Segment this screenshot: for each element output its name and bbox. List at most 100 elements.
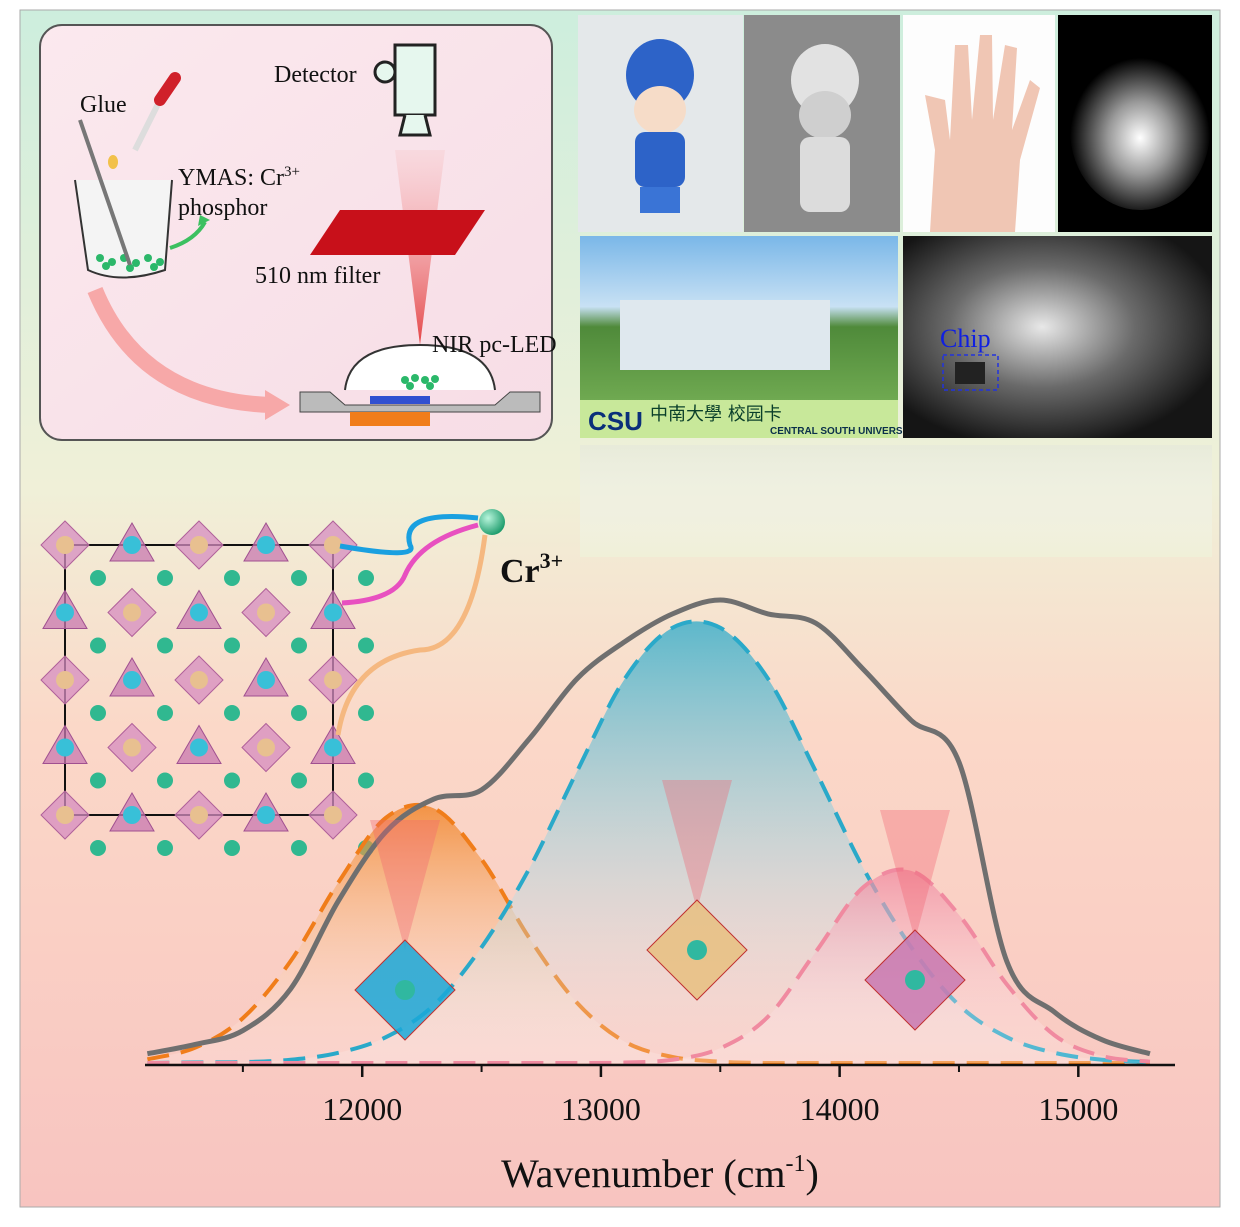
filter — [310, 210, 485, 255]
phosphor-dots — [96, 254, 164, 272]
arrow-site-1 — [339, 514, 479, 556]
atom — [257, 603, 275, 622]
atom — [123, 806, 141, 824]
detector — [393, 43, 437, 117]
led-phosphor — [401, 374, 439, 390]
atom-small — [291, 637, 307, 654]
atom-small — [291, 570, 307, 586]
ion-label: Cr3+ — [500, 548, 563, 590]
arrow-site-2 — [341, 522, 479, 606]
stir-rod — [78, 119, 132, 266]
schematic-labels: Glue Detector YMAS: Cr3+ phosphor 510 nm… — [80, 62, 557, 358]
atom-small — [224, 570, 240, 586]
x-label-close: ) — [806, 1151, 819, 1196]
big-arrow — [87, 286, 271, 413]
glue-drop — [108, 155, 118, 169]
atom — [56, 536, 74, 554]
component-line — [147, 619, 1151, 1065]
filter-label: 510 nm filter — [255, 263, 380, 289]
atom — [190, 738, 208, 757]
atom — [56, 671, 74, 689]
ion-base: Cr — [500, 553, 540, 590]
doll-nir-face — [799, 91, 851, 139]
detector-lens — [373, 60, 397, 84]
atom — [190, 671, 208, 689]
doll-legs — [640, 187, 680, 213]
photo-card-nir — [903, 236, 1212, 438]
light-cone — [880, 810, 950, 940]
atom-small — [358, 705, 374, 721]
component-line — [147, 867, 1151, 1066]
atom — [324, 806, 342, 824]
atom-small — [90, 637, 106, 654]
cr-ion — [479, 509, 505, 535]
spectrum-chart: 12000 13000 14000 15000 — [145, 597, 1175, 1127]
x-tick-label: 15000 — [1038, 1091, 1118, 1127]
arrow-head — [198, 215, 210, 226]
crystal-structure — [40, 520, 374, 856]
led-pad — [350, 412, 430, 426]
atom-small — [291, 840, 307, 856]
hand — [925, 35, 1040, 232]
chip-box — [942, 354, 999, 391]
atom — [324, 536, 342, 554]
arrow-site-3 — [335, 534, 488, 736]
card-band — [580, 400, 898, 438]
atom-small — [90, 772, 106, 789]
atom — [190, 603, 208, 622]
atom-small — [90, 570, 106, 586]
detector-label: Detector — [274, 62, 357, 88]
atom-small — [224, 637, 240, 654]
atom-small — [291, 705, 307, 721]
phosphor-label: YMAS: Cr3+ — [178, 164, 300, 191]
led-dome — [344, 343, 496, 391]
atom-small — [157, 772, 173, 789]
atom — [56, 738, 74, 757]
atom-small — [224, 705, 240, 721]
atom — [324, 738, 342, 757]
chip-label: Chip — [940, 324, 991, 353]
card-english: CENTRAL SOUTH UNIVERSITY — [770, 426, 918, 437]
site-ion — [395, 980, 415, 1000]
big-arrow-head — [265, 390, 290, 420]
atom — [56, 806, 74, 824]
hand-glow — [1070, 50, 1210, 210]
card-name: 中南大學 校园卡 — [650, 404, 782, 425]
atom — [123, 603, 141, 622]
atom-small — [90, 705, 106, 721]
glue-label: Glue — [80, 92, 127, 118]
phosphor-sup: 3+ — [284, 164, 300, 180]
x-tick-label: 13000 — [561, 1091, 641, 1127]
atom — [123, 738, 141, 757]
atom — [123, 671, 141, 689]
reflection-fade — [580, 445, 1212, 557]
x-tick-label: 14000 — [800, 1091, 880, 1127]
atom-small — [157, 637, 173, 654]
atom-small — [157, 570, 173, 586]
atom-small — [291, 772, 307, 789]
site-ion — [905, 970, 925, 990]
ion-sup: 3+ — [540, 548, 564, 573]
atom — [56, 603, 74, 622]
doll-face — [634, 86, 686, 134]
x-tick-label: 12000 — [322, 1091, 402, 1127]
spectrum-line — [146, 597, 1151, 1057]
atom-small — [358, 570, 374, 586]
chip-shadow — [955, 362, 985, 384]
atom — [257, 536, 275, 554]
atom — [324, 671, 342, 689]
atom-small — [90, 840, 106, 856]
beaker — [74, 179, 173, 279]
detector-foot — [398, 114, 432, 137]
light-cone — [662, 780, 732, 910]
doll-nir-body — [800, 137, 850, 212]
atom — [190, 806, 208, 824]
atom-small — [157, 705, 173, 721]
light-cone — [370, 820, 440, 950]
atom — [324, 603, 342, 622]
atom — [257, 738, 275, 757]
atom-small — [224, 840, 240, 856]
atom-small — [358, 772, 374, 789]
atom — [257, 806, 275, 824]
